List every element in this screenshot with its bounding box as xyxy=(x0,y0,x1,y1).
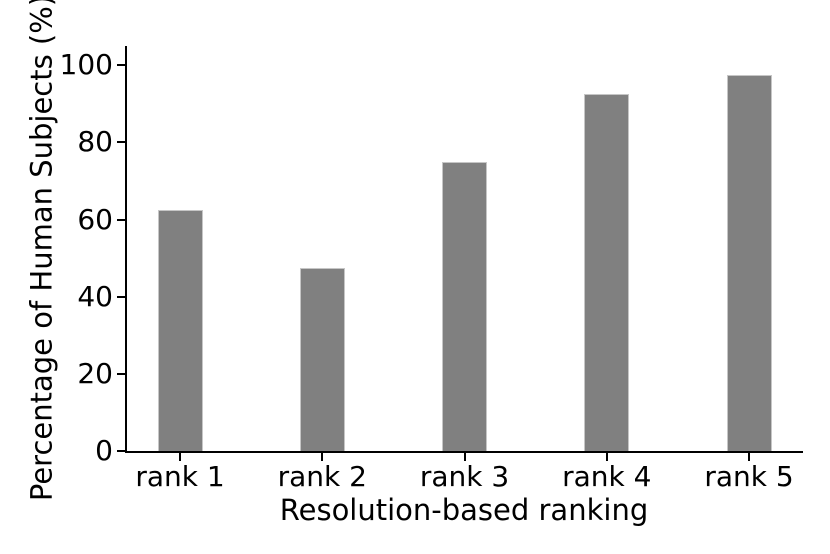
y-tick-mark xyxy=(117,372,125,375)
bar-rank-5 xyxy=(726,75,772,451)
y-tick-mark xyxy=(117,141,125,144)
x-tick-label: rank 5 xyxy=(704,460,794,493)
x-tick-label: rank 1 xyxy=(135,460,225,493)
bar-rank-4 xyxy=(584,94,630,451)
x-axis-spine xyxy=(125,451,803,453)
bar-rank-2 xyxy=(299,268,345,451)
y-axis-title: Percentage of Human Subjects (%) xyxy=(24,0,59,502)
bar-rank-1 xyxy=(157,210,203,451)
y-tick-label: 20 xyxy=(77,356,113,390)
x-tick-label: rank 3 xyxy=(419,460,510,493)
x-tick-label: rank 2 xyxy=(277,460,367,493)
y-tick-mark xyxy=(117,295,125,298)
y-tick-label: 60 xyxy=(77,202,113,236)
y-tick-mark xyxy=(117,450,125,452)
x-tick-mark xyxy=(605,453,608,461)
y-tick-mark xyxy=(117,218,125,221)
x-tick-mark xyxy=(463,453,466,461)
y-tick-label: 0 xyxy=(95,434,113,467)
x-tick-mark xyxy=(179,453,181,461)
y-tick-label: 100 xyxy=(59,48,113,82)
plot-area xyxy=(127,46,803,451)
y-axis-spine xyxy=(125,46,127,453)
x-axis-title: Resolution-based ranking xyxy=(279,493,649,527)
y-tick-label: 80 xyxy=(77,125,113,159)
bar-rank-3 xyxy=(442,162,487,451)
x-tick-label: rank 4 xyxy=(562,460,652,493)
x-tick-mark xyxy=(321,453,324,461)
y-tick-label: 40 xyxy=(77,279,113,313)
y-tick-mark xyxy=(117,64,125,67)
x-tick-mark xyxy=(748,453,750,461)
